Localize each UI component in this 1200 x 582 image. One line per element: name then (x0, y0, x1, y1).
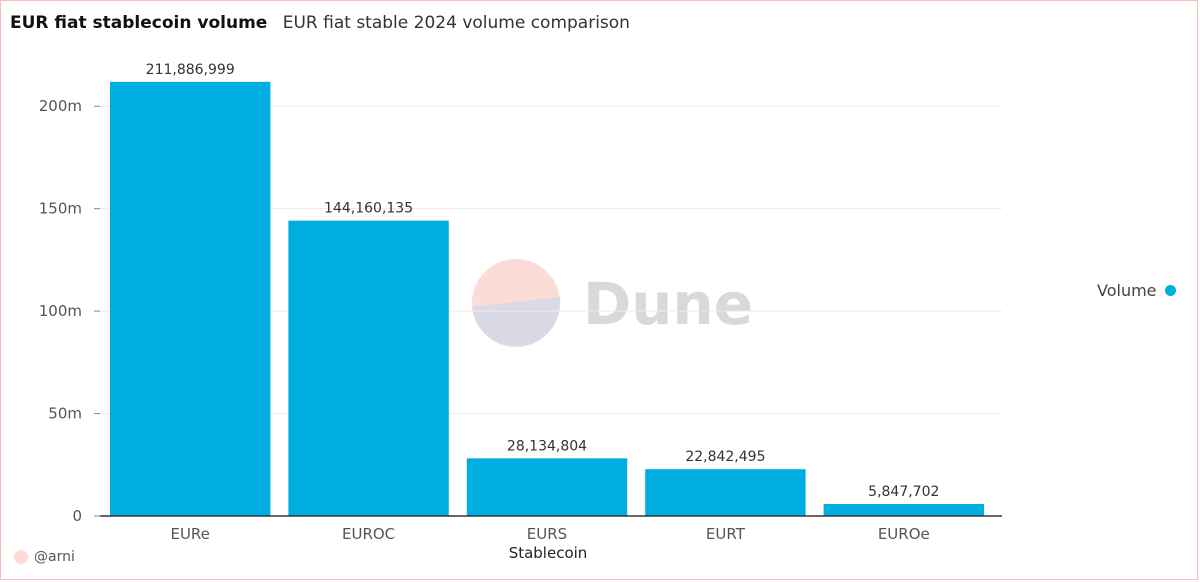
x-tick-label: EUROe (878, 525, 930, 543)
x-axis-title: Stablecoin (509, 544, 588, 562)
legend-swatch (1164, 285, 1176, 296)
y-tick-label: 150m (39, 200, 82, 218)
data-label: 211,886,999 (146, 62, 235, 78)
author-credit[interactable]: @arni (14, 549, 75, 565)
dune-watermark: Dune (472, 259, 753, 347)
data-label: 28,134,804 (507, 438, 587, 454)
bars: 211,886,999 144,160,135 28,134,804 22,842,4… (110, 62, 984, 517)
legend-label-volume: Volume (1097, 281, 1157, 300)
avatar (14, 550, 28, 564)
y-tick-label: 200m (39, 97, 82, 115)
x-axis: EURe EUROC EURS EURT EUROe (100, 515, 1002, 543)
x-tick-label: EURT (706, 525, 746, 543)
data-label: 5,847,702 (868, 484, 939, 500)
x-tick-label: EURe (170, 525, 209, 543)
watermark-text: Dune (583, 270, 753, 338)
x-tick-label: EURS (527, 525, 567, 543)
data-label: 144,160,135 (324, 201, 413, 217)
y-tick-label: 100m (39, 302, 82, 320)
legend[interactable]: Volume (1097, 281, 1176, 300)
watermark-logo-half (472, 297, 561, 347)
chart-title: EUR fiat stablecoin volume (10, 13, 268, 33)
bar-eurs[interactable] (466, 458, 628, 516)
bar-eure[interactable] (110, 81, 271, 517)
y-axis: 0 50m 100m 150m 200m (39, 97, 100, 525)
y-tick-label: 0 (72, 507, 82, 525)
bar-euroc[interactable] (288, 220, 449, 516)
x-tick-label: EUROC (342, 525, 395, 543)
bar-euroe[interactable] (823, 504, 984, 516)
chart-subtitle: EUR fiat stable 2024 volume comparison (282, 13, 630, 33)
y-tick-label: 50m (48, 405, 82, 423)
title-bar: EUR fiat stablecoin volume EUR fiat stab… (10, 13, 630, 33)
author-handle: @arni (34, 549, 75, 565)
data-label: 22,842,495 (685, 449, 765, 465)
bar-eurt[interactable] (645, 469, 806, 516)
